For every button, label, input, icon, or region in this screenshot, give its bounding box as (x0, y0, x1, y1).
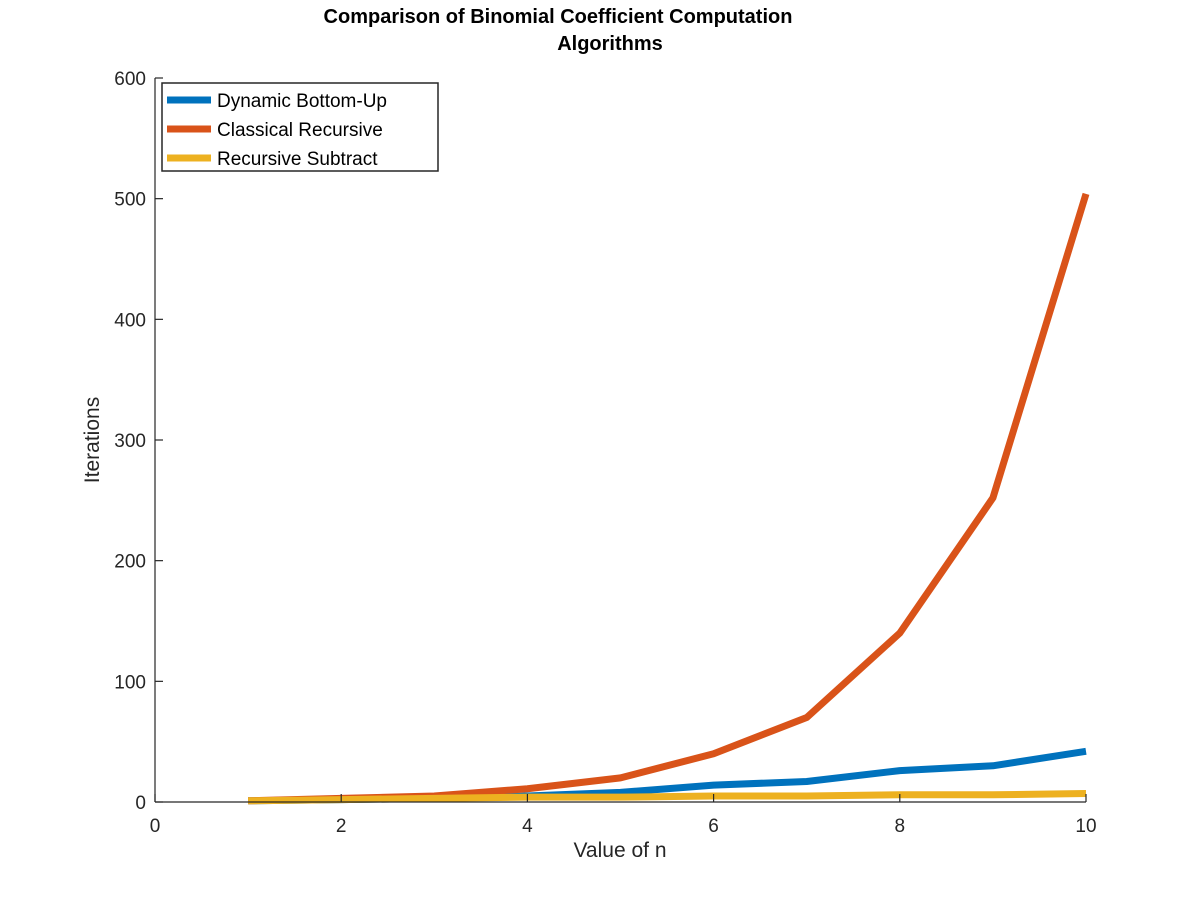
y-tick-label: 300 (114, 431, 146, 452)
x-ticks: 0 2 4 6 8 10 (150, 794, 1097, 837)
y-ticks: 0 100 200 300 400 500 600 (114, 69, 163, 814)
x-tick-label: 0 (150, 816, 161, 837)
legend-label-recursive-subtract: Recursive Subtract (217, 149, 378, 170)
chart-title: Comparison of Binomial Coefficient Compu… (324, 6, 793, 55)
x-tick-label: 8 (895, 816, 906, 837)
x-tick-label: 10 (1075, 816, 1096, 837)
y-tick-label: 600 (114, 69, 146, 90)
legend-label-classical-recursive: Classical Recursive (217, 120, 383, 141)
y-tick-label: 200 (114, 552, 146, 573)
x-tick-label: 4 (522, 816, 533, 837)
x-axis-label: Value of n (573, 839, 666, 862)
series-line-recursive-subtract (248, 790, 1087, 805)
legend-label-dynamic-bottom-up: Dynamic Bottom-Up (217, 91, 387, 112)
y-tick-label: 500 (114, 190, 146, 211)
series-layer (248, 192, 1090, 805)
x-tick-label: 6 (708, 816, 719, 837)
legend: Dynamic Bottom-Up Classical Recursive Recu… (161, 82, 439, 172)
y-tick-label: 400 (114, 310, 146, 331)
y-tick-label: 0 (135, 793, 146, 814)
axes (154, 78, 1086, 803)
chart-title-line-1: Comparison of Binomial Coefficient Compu… (324, 6, 793, 28)
x-tick-label: 2 (336, 816, 347, 837)
y-tick-label: 100 (114, 672, 146, 693)
chart-title-line-2: Algorithms (557, 33, 663, 55)
series-line-classical-recursive (248, 192, 1090, 805)
y-axis-label: Iterations (81, 397, 104, 483)
